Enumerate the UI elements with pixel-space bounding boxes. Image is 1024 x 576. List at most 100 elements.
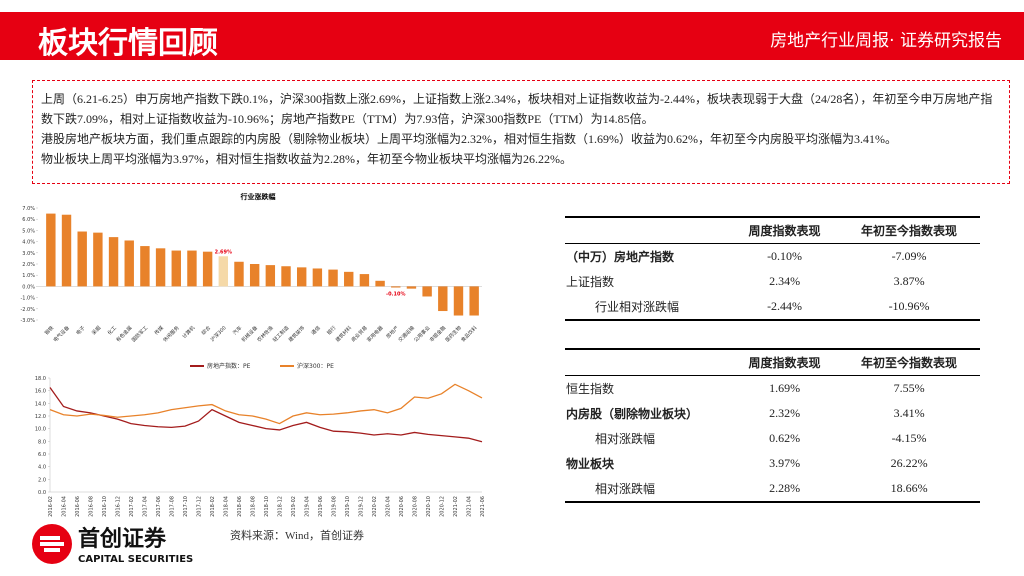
bar [249,264,260,287]
x-tick-label: 2019-04 [305,496,311,517]
summary-box: 上周（6.21-6.25）申万房地产指数下跌0.1%，沪深300指数上涨2.69… [32,80,1010,184]
x-tick-label: 有色金属 [115,324,134,343]
y-tick-label: 18.0 [35,376,46,382]
cell: -7.09% [891,249,927,263]
header-cell: 年初至今指数表现 [838,348,980,376]
paragraph: 物业板块上周平均涨幅为3.97%，相对恒生指数收益为2.28%，年初至今物业板块… [41,152,572,166]
legend-label: 沪深300：PE [297,362,334,370]
header-row: 周度指数表现 年初至今指数表现 [565,216,980,244]
y-tick-label: 4.0 [38,465,46,471]
x-tick-label: 2020-06 [399,496,405,517]
x-tick-label: 建筑装饰 [287,324,306,343]
x-tick-label: 2019-08 [332,496,338,517]
row: 相对涨跌幅 0.62% -4.15% [565,426,980,451]
bar [265,265,276,287]
cell: 18.66% [838,476,980,503]
x-tick-label: 2017-02 [129,496,135,517]
cell: 3.87% [893,274,925,288]
cell: 26.22% [890,456,928,470]
x-tick-label: 2020-04 [386,496,392,517]
cell: 上证指数 [566,275,615,289]
cell: -10.96% [838,294,980,321]
bar [328,269,338,287]
x-tick-label: 2020-08 [413,496,419,517]
bar [171,250,181,287]
x-tick-label: 休闲服务 [162,324,181,343]
cell: 物业板块 [566,457,615,471]
bar [359,274,370,287]
x-tick-label: 2019-02 [291,496,297,517]
y-tick-label: -3.0% [20,318,35,324]
page-title: 板块行情回顾 [38,26,218,61]
y-tick-label: 4.0% [22,240,35,246]
cell: 3.97% [769,456,801,470]
x-tick-label: 2018-04 [224,496,230,517]
x-tick-label: 2021-02 [453,496,459,517]
x-tick-label: 汽车 [231,324,243,336]
table: 周度指数表现 年初至今指数表现 恒生指数 1.69% 7.55% 内房股（剔除物业板块） 2… [565,348,980,503]
x-tick-label: 2020-02 [372,496,378,517]
x-tick-label: 2017-06 [156,496,162,517]
bar [77,231,87,287]
x-tick-label: 银行 [325,324,337,336]
bar [140,246,150,287]
x-tick-label: 2016-06 [75,496,81,517]
cell: 7.55% [893,381,925,395]
source-note: 资料来源：Wind，首创证券 [230,530,364,542]
row: 上证指数 2.34% 3.87% [565,269,980,294]
x-tick-label: 2016-08 [89,496,95,517]
x-tick-label: 采掘 [90,324,102,336]
line [49,383,483,425]
y-tick-label: 16.0 [35,389,46,395]
x-tick-label: 2016-12 [116,496,122,517]
x-tick-label: 综合 [200,324,212,336]
bar [296,267,307,287]
x-tick-label: 国防军工 [130,324,149,343]
x-tick-label: 沪深300 [209,324,228,343]
y-tick-label: 0.0 [38,490,46,496]
header-bar [0,12,1024,60]
table: 周度指数表现 年初至今指数表现 （中万）房地产指数 -0.10% -7.09% 上证指数 2… [565,216,980,321]
x-tick-label: 2016-04 [62,496,68,517]
bar [281,266,291,287]
bar [46,213,56,287]
y-tick-label: 6.0 [38,452,46,458]
x-tick-label: 2019-10 [345,496,351,517]
x-tick-label: 机械设备 [240,324,259,343]
x-tick-label: 传媒 [153,324,165,336]
cell: 相对涨跌幅 [595,432,656,446]
y-tick-label: 1.0% [22,273,35,279]
bar [155,248,166,287]
row: 恒生指数 1.69% 7.55% [565,376,980,402]
row: 行业相对涨跌幅 -2.44% -10.96% [565,294,980,321]
row: 内房股（剔除物业板块） 2.32% 3.41% [565,401,980,426]
bar [422,286,432,297]
bar [61,214,72,287]
x-tick-label: 2018-06 [237,496,243,517]
x-tick-label: 2021-04 [467,496,473,517]
data-label: 2.69% [215,249,232,255]
header-cell: 周度指数表现 [731,216,839,244]
x-tick-label: 计算机 [181,324,197,340]
x-tick-label: 2017-10 [183,496,189,517]
bar [344,271,354,287]
cell: 2.32% [769,406,801,420]
y-tick-label: 0.0% [22,284,35,290]
x-tick-label: 2017-04 [143,496,149,517]
x-tick-label: 2017-12 [197,496,203,517]
x-tick-label: 2016-02 [48,496,54,517]
cell: 内房股（剔除物业板块） [566,407,699,421]
bar [375,280,385,287]
x-tick-label: 2019-12 [359,496,365,517]
charts: 行业涨跌幅 -3.0% -2.0% -1.0% 0.0% 1.0% 2.0% 3.0% 4.0%… [20,192,486,517]
x-tick-label: 钢铁 [43,324,55,336]
logo-english: CAPITAL SECURITIES [78,554,193,565]
cell: 2.28% [731,476,839,503]
x-tick-label: 公用事业 [412,324,431,343]
y-tick-label: 5.0% [22,228,35,234]
y-tick-label: -2.0% [20,307,35,313]
x-tick-label: 建筑材料 [334,324,353,343]
header-cell: 周度指数表现 [731,348,839,376]
x-tick-label: 通信 [310,324,322,336]
row: （中万）房地产指数 -0.10% -7.09% [565,244,980,270]
